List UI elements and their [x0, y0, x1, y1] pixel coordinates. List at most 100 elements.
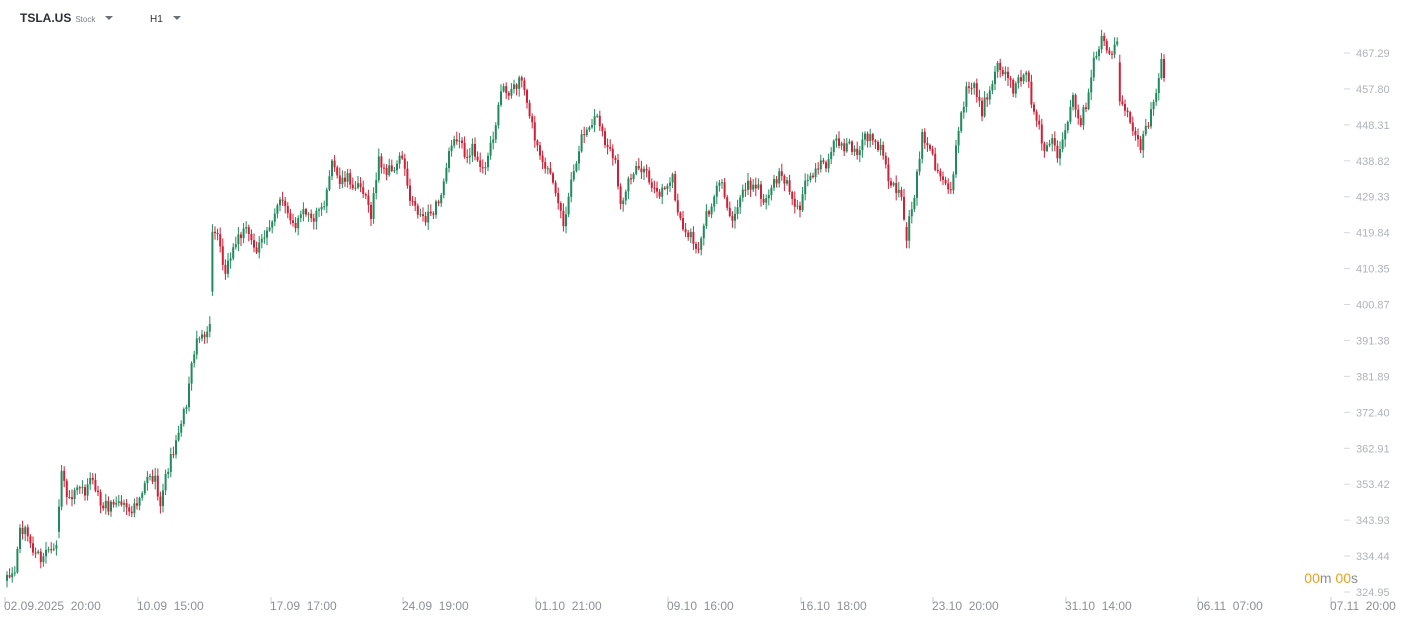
candle-bearish: [359, 177, 362, 193]
candle-bearish: [679, 211, 682, 221]
candle-bearish: [1103, 32, 1106, 46]
candle-bearish: [351, 177, 354, 191]
candle-bearish: [26, 524, 29, 542]
candle-bullish: [396, 160, 398, 175]
candle-bearish: [775, 175, 778, 188]
candle-bullish: [450, 140, 453, 157]
candle-bearish: [136, 496, 138, 510]
chevron-down-icon[interactable]: [105, 16, 114, 20]
candle-bearish: [1074, 93, 1077, 118]
candle-bullish: [375, 172, 378, 200]
candle-bearish: [783, 174, 786, 192]
candle-bearish: [531, 113, 534, 129]
candle-bullish: [193, 350, 196, 368]
candle-bearish: [481, 159, 484, 174]
candle-bearish: [34, 547, 37, 559]
candle-bullish: [149, 473, 151, 481]
candle-bullish: [115, 496, 118, 508]
candle-bearish: [978, 89, 981, 107]
candle-bullish: [419, 208, 422, 218]
candle-bullish: [804, 173, 807, 201]
candle-bearish: [461, 137, 463, 149]
candle-bearish: [151, 469, 154, 485]
candle-bearish: [432, 211, 435, 220]
candle-bearish: [1077, 104, 1080, 125]
candle-bearish: [1035, 109, 1038, 127]
candle-bullish: [393, 166, 396, 173]
candle-bearish: [380, 153, 383, 174]
candle-bearish: [949, 181, 952, 194]
candle-bearish: [1111, 50, 1113, 59]
candle-bullish: [458, 132, 461, 149]
candle-bearish: [877, 140, 879, 152]
candle-bearish: [312, 213, 315, 230]
price-tick-label: 353.42: [1356, 479, 1390, 491]
candle-bullish: [237, 227, 240, 252]
candle-bearish: [247, 224, 250, 242]
candle-bearish: [723, 178, 726, 199]
candle-bullish: [81, 480, 84, 494]
candle-bullish: [1048, 139, 1051, 148]
candle-bullish: [266, 226, 268, 246]
candle-bearish: [370, 201, 372, 226]
candle-bullish: [1152, 99, 1155, 116]
candle-bullish: [6, 571, 8, 588]
chart-toolbar: TSLA.US Stock H1: [0, 0, 400, 36]
candle-bearish: [1027, 70, 1030, 89]
candle-bearish: [1012, 78, 1015, 98]
candle-bearish: [762, 193, 765, 205]
candle-bullish: [318, 207, 320, 218]
candle-bullish: [575, 161, 578, 173]
time-tick-label: 07.11 20:00: [1330, 599, 1396, 613]
candle-bullish: [211, 224, 214, 296]
candle-bullish: [198, 336, 201, 344]
candle-bearish: [65, 478, 68, 505]
time-axis: 02.09.2025 20:00 10.09 15:00 17.09 17:00 24…: [4, 597, 1396, 613]
candle-bullish: [279, 196, 281, 212]
candle-bullish: [273, 208, 276, 227]
candle-bearish: [975, 78, 978, 103]
candle-bullish: [565, 206, 567, 234]
candle-bullish: [154, 467, 157, 490]
candle-bullish: [957, 126, 960, 153]
candle-bullish: [1090, 69, 1093, 101]
candle-bearish: [507, 90, 510, 101]
candle-bearish: [900, 186, 903, 201]
countdown-minutes: 00: [1304, 570, 1320, 586]
candle-bearish: [541, 150, 544, 170]
candle-bullish: [713, 194, 716, 212]
candle-bearish: [544, 157, 547, 174]
candle-bearish: [944, 176, 947, 186]
candle-bearish: [552, 171, 554, 185]
candle-bearish: [219, 227, 222, 253]
candle-bearish: [791, 190, 794, 206]
candle-bearish: [884, 152, 887, 169]
candle-bullish: [848, 138, 851, 145]
candle-bearish: [999, 58, 1002, 78]
candle-bearish: [112, 499, 115, 508]
candle-bullish: [718, 179, 721, 192]
candle-bearish: [401, 151, 404, 160]
chevron-down-icon[interactable]: [172, 15, 181, 20]
candle-bullish: [832, 139, 835, 156]
candle-bullish: [578, 145, 580, 171]
candle-bullish: [715, 181, 718, 205]
candle-bullish: [268, 220, 271, 232]
price-tick-label: 429.33: [1356, 192, 1390, 204]
candle-bearish: [744, 182, 747, 197]
countdown-seconds-unit: s: [1351, 570, 1358, 586]
candle-bullish: [440, 192, 443, 207]
candle-bullish: [622, 197, 625, 212]
candle-bearish: [84, 484, 86, 501]
interval-selector[interactable]: H1: [150, 14, 181, 25]
candle-bullish: [624, 189, 627, 205]
candle-bullish: [814, 163, 817, 183]
candle-bullish: [1157, 73, 1160, 101]
candle-bearish: [429, 204, 432, 216]
candle-bullish: [201, 329, 203, 342]
candle-bearish: [822, 157, 825, 165]
candle-bullish: [835, 134, 838, 148]
symbol-selector[interactable]: TSLA.US Stock: [20, 11, 114, 25]
price-tick-label: 362.91: [1356, 443, 1390, 455]
